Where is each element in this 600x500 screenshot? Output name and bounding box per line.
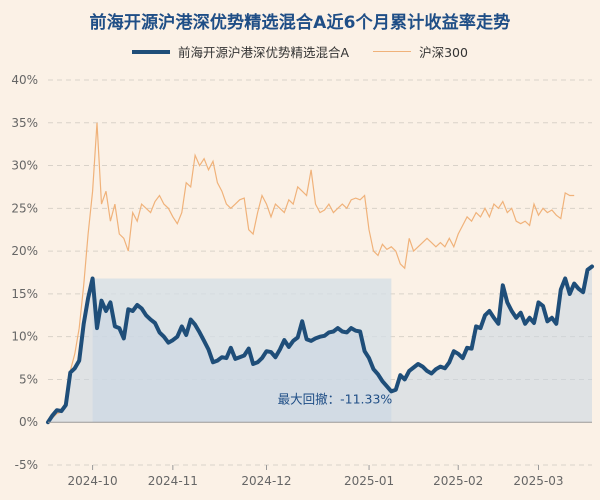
x-tick-label: 2025-03 — [513, 474, 563, 488]
y-axis-ticks: 40% 35% 30% 25% 20% 15% 10% 5% 0% -5% — [11, 73, 38, 472]
x-tick-label: 2025-01 — [344, 474, 394, 488]
y-tick-label: 5% — [19, 372, 38, 386]
y-tick-label: -5% — [15, 458, 38, 472]
x-tick-label: 2024-12 — [241, 474, 291, 488]
legend-item-fund[interactable]: 前海开源沪港深优势精选混合A — [132, 42, 349, 61]
y-tick-label: 10% — [11, 330, 38, 344]
y-tick-label: 35% — [11, 116, 38, 130]
legend-item-index[interactable]: 沪深300 — [373, 42, 468, 61]
x-tick-label: 2024-10 — [68, 474, 118, 488]
legend-swatch-fund — [132, 49, 171, 54]
y-tick-label: 30% — [11, 159, 38, 173]
legend-swatch-index — [373, 51, 412, 52]
y-tick-label: 25% — [11, 201, 38, 215]
y-tick-label: 20% — [11, 244, 38, 258]
x-tick-label: 2024-11 — [148, 474, 198, 488]
series-line-fund — [46, 264, 594, 425]
fund-area-fill — [48, 266, 592, 423]
y-tick-label: 15% — [11, 287, 38, 301]
y-tick-label: 40% — [11, 73, 38, 87]
y-tick-label: 0% — [19, 415, 38, 429]
series-line-hs300 — [47, 122, 575, 423]
legend-label-index: 沪深300 — [419, 45, 468, 60]
legend-label-fund: 前海开源沪港深优势精选混合A — [178, 45, 350, 60]
legend: 前海开源沪港深优势精选混合A 沪深300 — [0, 42, 600, 61]
x-axis-ticks: 2024-10 2024-11 2024-12 2025-01 2025-02 2025-… — [68, 465, 564, 488]
x-tick-label: 2025-02 — [433, 474, 483, 488]
chart-title: 前海开源沪港深优势精选混合A近6个月累计收益率走势 — [89, 13, 511, 33]
max-drawdown-label: 最大回撤：-11.33% — [278, 391, 393, 406]
